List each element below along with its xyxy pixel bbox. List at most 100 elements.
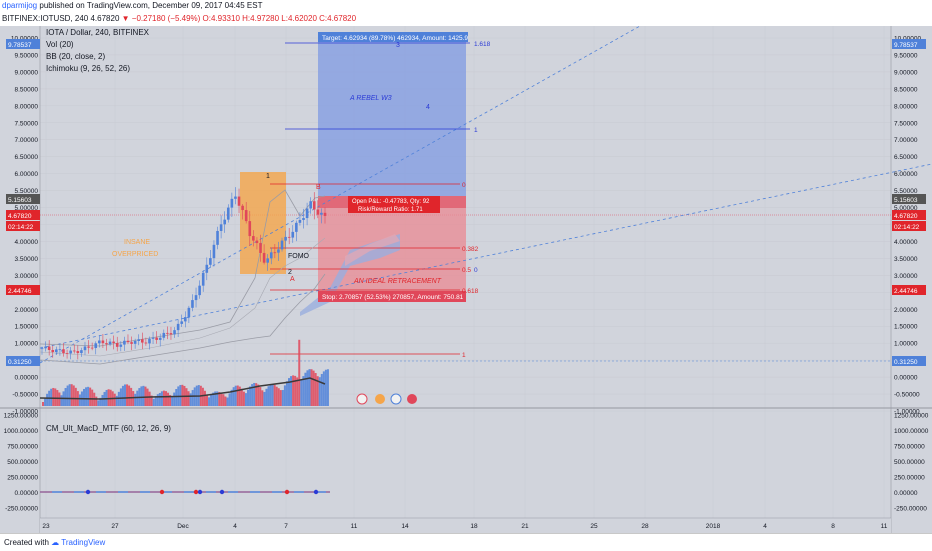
price-tick-left: -0.50000: [12, 392, 38, 399]
candle-body: [191, 300, 194, 308]
legend-macd[interactable]: CM_Ult_MacD_MTF (60, 12, 26, 9): [46, 424, 171, 433]
last-price: 4.67820: [90, 14, 120, 23]
volume-bar: [220, 392, 223, 406]
volume-bar: [290, 376, 293, 406]
target-zone[interactable]: [318, 36, 466, 196]
candle-body: [252, 236, 255, 241]
price-tick-right: 8.00000: [894, 103, 918, 110]
price-tick-right: 9.00000: [894, 69, 918, 76]
candle-body: [87, 346, 90, 348]
symbol-name[interactable]: BITFINEX:IOTUSD, 240: [2, 14, 89, 23]
volume-bar: [269, 384, 272, 406]
price-tick-right: 5.50000: [894, 188, 918, 195]
badge-031-right: 0.31250: [894, 359, 918, 366]
bb-mid: [39, 237, 326, 357]
volume-bar: [179, 384, 182, 406]
ohlc-open: O:4.93310: [202, 14, 240, 23]
time-tick: 14: [401, 523, 409, 530]
volume-bar: [263, 391, 266, 406]
macd-axis-right[interactable]: 1250.00000 1000.00000 750.00000 500.00000 25…: [894, 413, 929, 513]
time-axis-ticks: 23 27 Dec 4 7 11 14 18 21 25 28 2018 4 8 11: [42, 523, 887, 530]
volume-bar: [58, 392, 61, 406]
volume-bar: [288, 378, 290, 406]
candle-body: [305, 208, 309, 219]
price-tick-left: 5.50000: [15, 188, 39, 195]
price-tick-right: 2.00000: [894, 307, 918, 314]
volume-bar: [273, 384, 276, 406]
legend-vol[interactable]: Vol (20): [46, 40, 74, 49]
legend-bb[interactable]: BB (20, close, 2): [46, 52, 105, 61]
candle-body: [47, 346, 51, 350]
time-axis[interactable]: [40, 518, 891, 533]
time-tick: 11: [881, 523, 888, 530]
fib-1-top-label: 1: [474, 127, 478, 134]
macd-tick-right: 250.00000: [894, 475, 925, 482]
macd-axis-left[interactable]: 1250.00000 1000.00000 750.00000 500.00000 25…: [4, 413, 39, 513]
price-tick-left: 1.50000: [15, 324, 39, 331]
candle-body: [40, 348, 44, 350]
volume-bar: [294, 375, 297, 406]
legend-ichimoku[interactable]: Ichimoku (9, 26, 52, 26): [46, 64, 130, 73]
stop-label-bg: [318, 291, 466, 302]
volume-bar: [144, 386, 147, 406]
candle-body: [230, 198, 234, 208]
pnl-line2: Risk/Reward Ratio: 1.71: [358, 207, 423, 213]
author-link[interactable]: dparmijog: [2, 1, 38, 10]
fib-05-label: 0.5: [462, 267, 471, 274]
volume-bar: [275, 386, 278, 406]
volume-bar: [185, 388, 188, 406]
volume-bar: [324, 369, 327, 406]
price-tick-left: 7.50000: [15, 120, 39, 127]
macd-tick-left: 0.00000: [15, 490, 39, 497]
footer: Created with ☁ TradingView: [0, 533, 932, 551]
volume-bar: [126, 384, 129, 406]
trend-line-steep[interactable]: [39, 26, 641, 364]
candle-body: [198, 285, 201, 296]
volume-bar: [142, 385, 145, 406]
volume-bar: [130, 387, 133, 406]
candle-body: [76, 351, 80, 354]
badge-time-left-bg: [6, 221, 40, 231]
volume-bar: [171, 396, 174, 406]
volume-bar: [87, 386, 90, 406]
candle-body: [237, 196, 241, 206]
volume-bar: [107, 389, 110, 406]
news-icon[interactable]: [375, 394, 385, 404]
candle-body: [183, 317, 187, 322]
badge-cur-right-bg: [892, 210, 926, 220]
volume-bar: [46, 393, 49, 406]
candle-body: [123, 340, 126, 345]
badge-cur-left-bg: [6, 210, 40, 220]
candles[interactable]: [40, 187, 327, 360]
wave-a: A: [290, 276, 295, 283]
time-tick: 28: [641, 523, 649, 530]
volume-bar: [318, 377, 321, 406]
volume-bar: [136, 390, 139, 406]
volume-bar: [304, 372, 307, 406]
candle-body: [55, 349, 58, 353]
volume-bar: [83, 388, 85, 406]
event-icons[interactable]: [356, 393, 417, 405]
candle-body: [72, 350, 76, 352]
macd-tick-left: 250.00000: [7, 475, 38, 482]
flag-icon[interactable]: [390, 393, 402, 405]
flag-icon[interactable]: [356, 393, 368, 405]
volume-bar: [156, 394, 159, 406]
macd-cross-dot: [159, 489, 165, 495]
flag-icon[interactable]: [407, 394, 417, 404]
volume-bar: [283, 385, 286, 406]
ichimoku-cloud-red: [345, 234, 400, 266]
pnl-label-bg: [348, 196, 440, 213]
volume-bar: [158, 392, 161, 406]
volume-bar: [253, 382, 256, 406]
badge-515-right: 5.15603: [894, 197, 918, 204]
macd-cross-dot: [284, 489, 290, 495]
candle-body: [119, 344, 123, 347]
price-tick-left: 9.00000: [15, 69, 39, 76]
tradingview-link[interactable]: TradingView: [61, 538, 106, 547]
candle-body: [262, 252, 266, 263]
candle-body: [205, 264, 209, 273]
price-tick-left: 8.00000: [15, 103, 39, 110]
volume-bar: [285, 381, 288, 406]
